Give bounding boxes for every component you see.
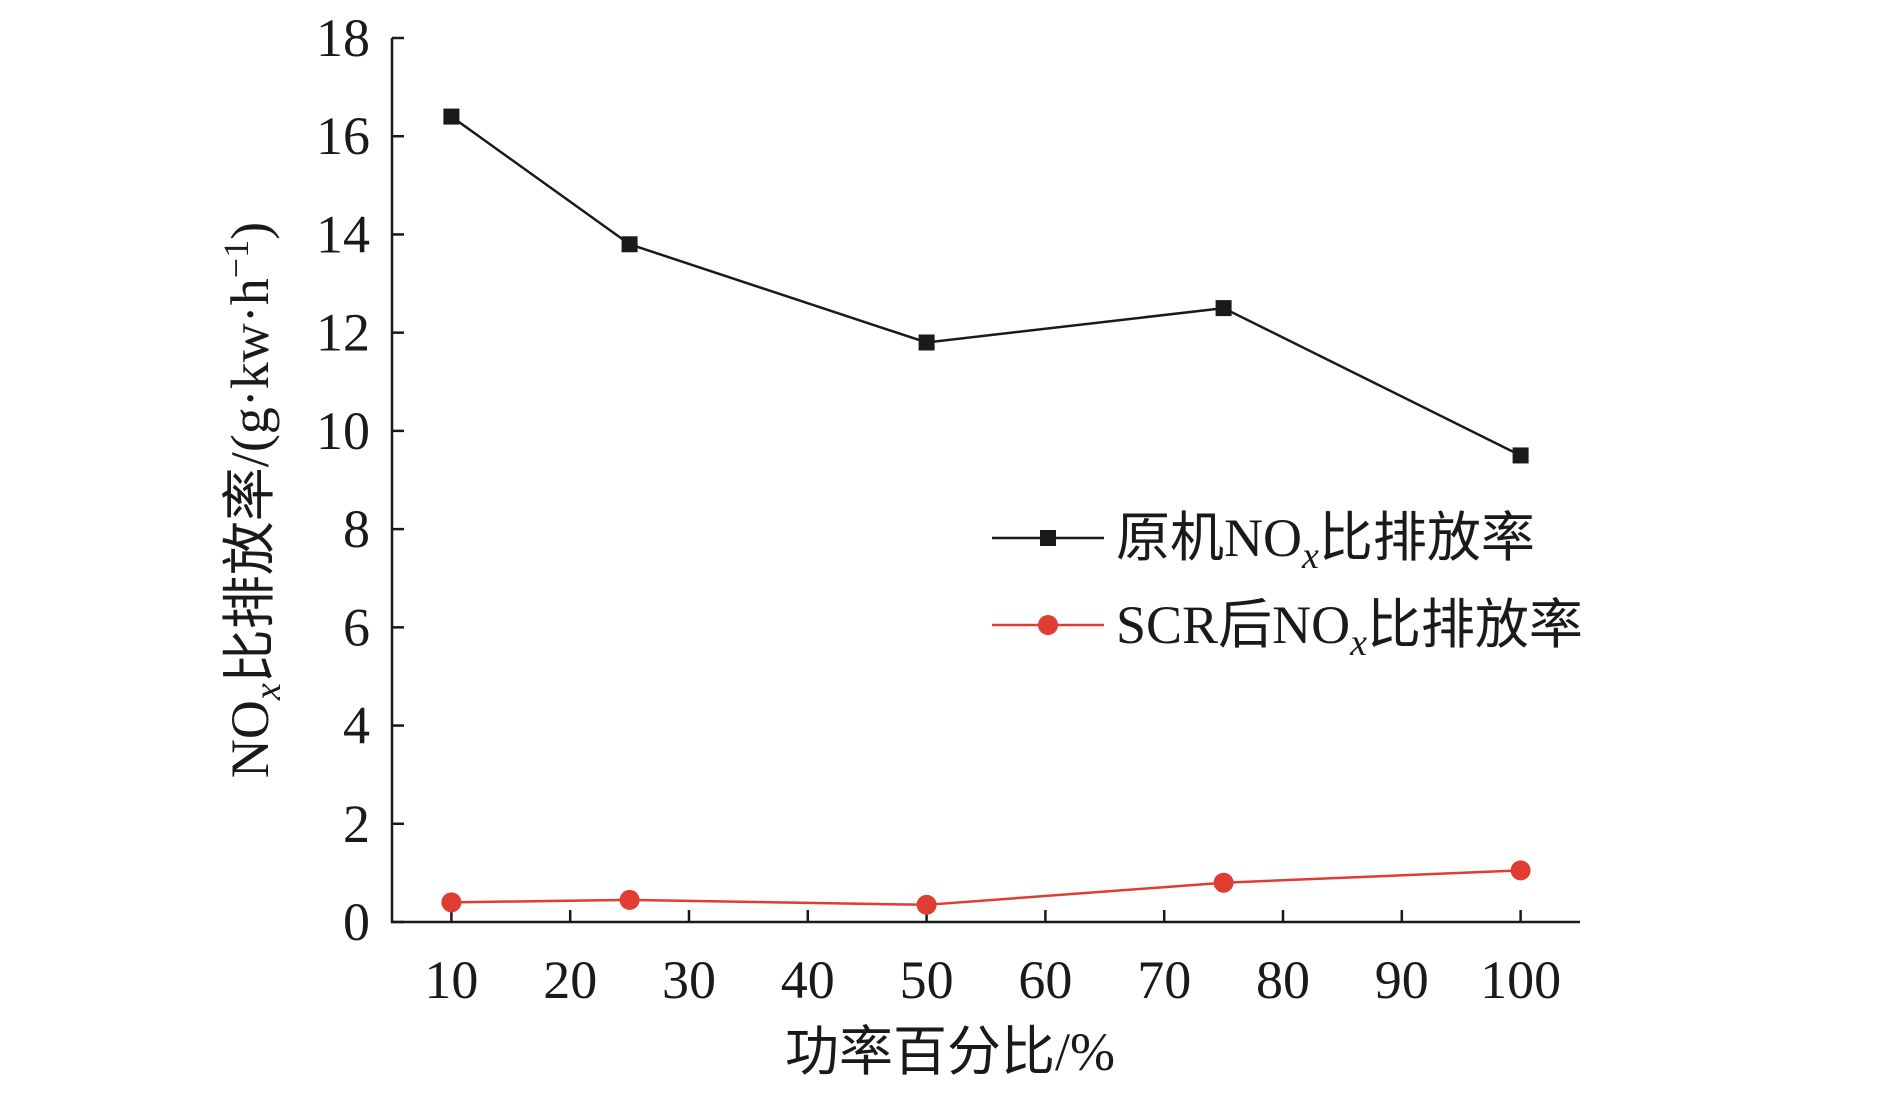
legend-label: SCR后NOx比排放率 — [1116, 595, 1583, 664]
y-tick-label: 4 — [343, 696, 370, 756]
x-tick-label: 20 — [543, 950, 597, 1010]
y-tick-label: 12 — [316, 303, 370, 363]
data-point — [1215, 300, 1232, 317]
x-tick-label: 70 — [1137, 950, 1191, 1010]
y-axis-title: NOx比排放率/(g·kw·h−1) — [216, 222, 289, 778]
legend-label: 原机NOx比排放率 — [1116, 508, 1535, 577]
x-tick-label: 10 — [424, 950, 478, 1010]
data-point — [916, 894, 937, 915]
series-line — [451, 869, 1521, 907]
x-tick-label: 80 — [1256, 950, 1310, 1010]
data-point — [621, 236, 638, 253]
y-tick-label: 8 — [343, 499, 370, 559]
series-1 — [443, 108, 1529, 464]
x-tick-label: 90 — [1375, 950, 1429, 1010]
data-point — [918, 334, 935, 351]
legend-marker — [1040, 530, 1056, 546]
axis-frame — [390, 38, 1580, 924]
y-tick-label: 0 — [343, 892, 370, 952]
y-tick-label: 10 — [316, 401, 370, 461]
data-point — [1213, 872, 1234, 893]
x-tick-label: 40 — [781, 950, 835, 1010]
y-tick-label: 14 — [316, 204, 370, 264]
legend: 原机NOx比排放率 SCR后NOx比排放率 — [992, 508, 1583, 664]
x-tick-label: 100 — [1480, 950, 1561, 1010]
data-point — [619, 889, 640, 910]
legend-marker — [1038, 615, 1058, 635]
y-tick-label: 2 — [343, 794, 370, 854]
legend-item: 原机NOx比排放率 — [992, 508, 1535, 577]
series-layer — [441, 108, 1531, 915]
x-tick-label: 50 — [900, 950, 954, 1010]
y-tick-label: 16 — [316, 106, 370, 166]
data-point — [1512, 447, 1529, 464]
series-line — [450, 115, 1522, 457]
x-axis-title: 功率百分比/% — [785, 1022, 1115, 1082]
series-2 — [441, 860, 1531, 915]
x-tick-label: 30 — [662, 950, 716, 1010]
data-point — [441, 892, 462, 913]
y-axis-ticks: 0 2 4 6 8 10 12 14 16 18 — [316, 8, 404, 952]
x-axis-ticks: 10 20 30 40 50 60 70 80 90 100 — [424, 910, 1561, 1010]
data-point — [1510, 860, 1531, 881]
x-tick-label: 60 — [1018, 950, 1072, 1010]
axes — [390, 38, 1580, 924]
y-tick-label: 6 — [343, 597, 370, 657]
y-tick-label: 18 — [316, 8, 370, 68]
data-point — [443, 108, 460, 125]
legend-item: SCR后NOx比排放率 — [992, 595, 1583, 664]
